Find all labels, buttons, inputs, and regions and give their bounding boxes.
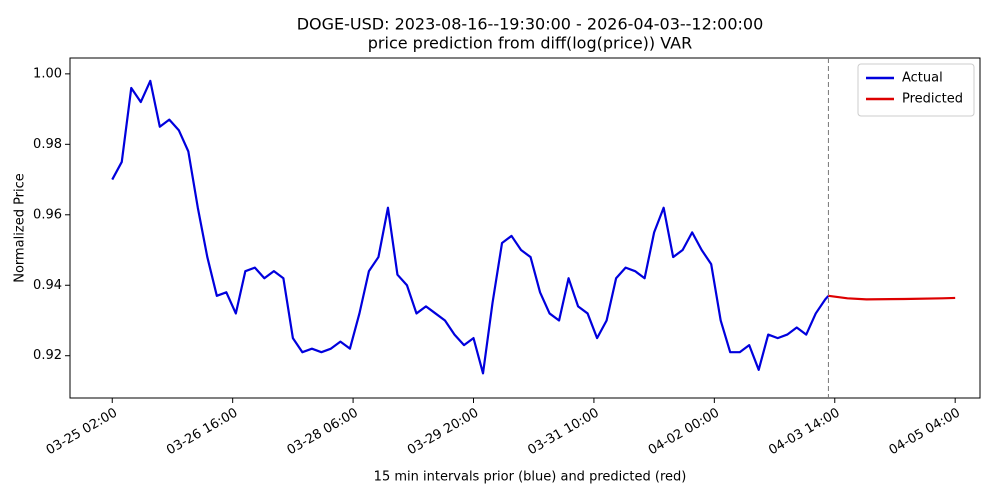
y-tick-label: 0.92 [33, 348, 62, 363]
y-axis-label: Normalized Price [13, 173, 28, 283]
x-tick-label: 04-05 04:00 [887, 406, 963, 459]
x-tick-label: 03-25 02:00 [44, 406, 120, 459]
x-tick-label: 03-29 20:00 [405, 406, 481, 459]
y-tick-label: 0.98 [33, 137, 62, 152]
legend-label: Predicted [902, 92, 963, 107]
chart-subtitle: price prediction from diff(log(price)) V… [368, 34, 692, 53]
x-tick-label: 04-03 14:00 [766, 406, 842, 459]
y-tick-label: 0.94 [33, 278, 62, 293]
y-tick-label: 0.96 [33, 207, 62, 222]
x-tick-label: 04-02 00:00 [646, 406, 722, 459]
x-tick-label: 03-28 06:00 [285, 406, 361, 459]
x-tick-label: 03-26 16:00 [164, 406, 240, 459]
x-axis-label: 15 min intervals prior (blue) and predic… [374, 470, 687, 485]
chart-title: DOGE-USD: 2023-08-16--19:30:00 - 2026-04… [297, 15, 764, 34]
series-line [828, 294, 956, 301]
legend-label: Actual [902, 71, 943, 86]
plot-area [69, 57, 981, 399]
x-tick-label: 03-31 10:00 [525, 406, 601, 459]
y-tick-label: 1.00 [33, 66, 62, 81]
series-line [111, 79, 830, 375]
